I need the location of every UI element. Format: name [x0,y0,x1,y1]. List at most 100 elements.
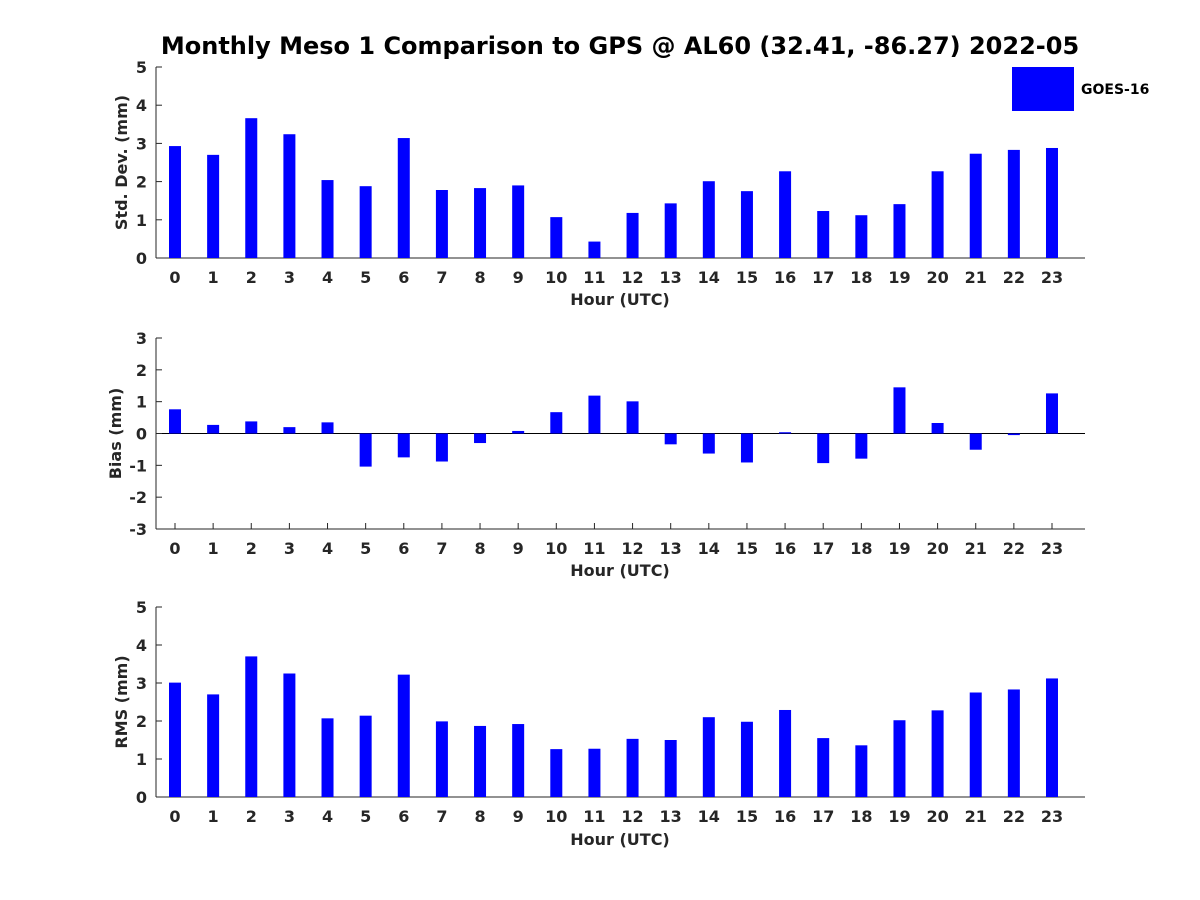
std-dev-bar-hour-10 [550,217,563,258]
std-dev-bar-hour-21 [969,153,982,258]
rms-y-axis-label: RMS (mm) [112,655,131,748]
rms-x-tick-label: 3 [284,807,295,826]
bias-bar-hour-23 [1045,393,1058,434]
std-dev-y-tick-label: 0 [136,249,147,268]
std-dev-x-tick-label: 21 [965,268,987,287]
rms-x-tick-label: 15 [736,807,758,826]
std-dev-x-tick-label: 19 [888,268,910,287]
bias-x-tick-label: 3 [284,539,295,558]
bias-x-tick-label: 14 [698,539,720,558]
rms-bar-hour-0 [169,682,181,797]
std-dev-bar-hour-7 [435,190,448,258]
bias-bar-hour-18 [855,433,868,459]
std-dev-x-tick-label: 18 [850,268,872,287]
rms-x-tick-label: 2 [246,807,257,826]
rms-x-tick-label: 10 [545,807,567,826]
bias-y-axis-label: Bias (mm) [106,388,125,480]
rms-x-tick-label: 22 [1003,807,1025,826]
bias-x-tick-label: 18 [850,539,872,558]
bias-bar-hour-10 [550,412,563,434]
bias-y-tick-label: -3 [129,520,147,539]
std-dev-bar-hour-6 [397,138,410,258]
rms-bar-hour-6 [397,674,410,797]
std-dev-bar-hour-12 [626,212,639,258]
std-dev-x-tick-label: 7 [436,268,447,287]
rms-bar-hour-21 [969,692,982,797]
std-dev-bar-hour-0 [169,146,181,258]
rms-bar-hour-8 [474,725,487,797]
bias-x-tick-label: 0 [169,539,180,558]
bias-x-tick-label: 11 [583,539,605,558]
rms-y-tick-label: 3 [136,674,147,693]
bias-bar-hour-6 [397,433,410,458]
bias-x-tick-label: 2 [246,539,257,558]
std-dev-bar-hour-1 [207,154,220,258]
bias-bar-hour-5 [359,433,372,467]
std-dev-x-tick-label: 22 [1003,268,1025,287]
rms-bar-hour-2 [245,656,258,797]
rms-y-tick-label: 5 [136,598,147,617]
bias-y-tick-label: 2 [136,361,147,380]
legend: GOES-16 [1012,67,1149,111]
rms-bar-hour-16 [779,709,792,797]
std-dev-x-tick-label: 4 [322,268,333,287]
bias-x-tick-label: 10 [545,539,567,558]
bias-bar-hour-22 [1007,433,1020,436]
std-dev-x-axis-label: Hour (UTC) [570,290,670,309]
rms-bar-hour-12 [626,738,639,797]
std-dev-bar-hour-18 [855,215,868,258]
std-dev-bar-hour-3 [283,134,296,258]
rms-x-tick-label: 11 [583,807,605,826]
bias-bar-hour-17 [817,433,830,464]
std-dev-bar-hour-4 [321,180,334,258]
bias-x-axis-label: Hour (UTC) [570,561,670,580]
rms-bar-hour-17 [817,738,830,797]
rms-bar-hour-22 [1007,689,1020,797]
rms-bar-hour-15 [740,721,753,797]
rms-x-tick-label: 4 [322,807,333,826]
std-dev-x-tick-label: 11 [583,268,605,287]
std-dev-bar-hour-14 [702,181,715,258]
std-dev-bar-hour-19 [893,204,906,258]
rms-bar-hour-4 [321,718,334,797]
rms-bar-hour-19 [893,720,906,797]
std-dev-bar-hour-8 [474,188,487,258]
bias-y-tick-label: 1 [136,393,147,412]
rms-x-tick-label: 16 [774,807,796,826]
bias-bar-hour-7 [435,433,448,462]
std-dev-bar-hour-23 [1045,147,1058,258]
bias-x-tick-label: 7 [436,539,447,558]
std-dev-y-tick-label: 1 [136,211,147,230]
std-dev-x-tick-label: 5 [360,268,371,287]
bias-bar-hour-3 [283,427,296,434]
bias-bar-hour-21 [969,433,982,450]
std-dev-bar-hour-13 [664,203,677,258]
std-dev-bar-hour-9 [512,185,525,258]
legend-label: GOES-16 [1081,82,1149,98]
rms-y-tick-label: 4 [136,636,147,655]
bias-x-tick-label: 23 [1041,539,1063,558]
bias-bar-hour-1 [207,424,220,434]
rms-bar-hour-20 [931,710,944,797]
bias-bar-hour-20 [931,422,944,434]
rms-x-tick-label: 14 [698,807,720,826]
std-dev-x-tick-label: 12 [621,268,643,287]
rms-x-tick-label: 13 [660,807,682,826]
std-dev-y-tick-label: 5 [136,58,147,77]
rms-x-tick-label: 9 [513,807,524,826]
std-dev-bar-hour-15 [740,191,753,258]
rms-bar-hour-1 [207,694,220,797]
bias-y-tick-label: 0 [136,425,147,444]
bias-bar-hour-2 [245,421,258,434]
std-dev-x-tick-label: 14 [698,268,720,287]
std-dev-bar-hour-20 [931,171,944,258]
rms-bar-hour-23 [1045,678,1058,797]
bias-x-tick-label: 17 [812,539,834,558]
bias-x-tick-label: 21 [965,539,987,558]
std-dev-x-tick-label: 6 [398,268,409,287]
bias-x-tick-label: 6 [398,539,409,558]
bias-bar-hour-11 [588,395,601,434]
std-dev-x-tick-label: 20 [926,268,948,287]
std-dev-x-tick-label: 10 [545,268,567,287]
